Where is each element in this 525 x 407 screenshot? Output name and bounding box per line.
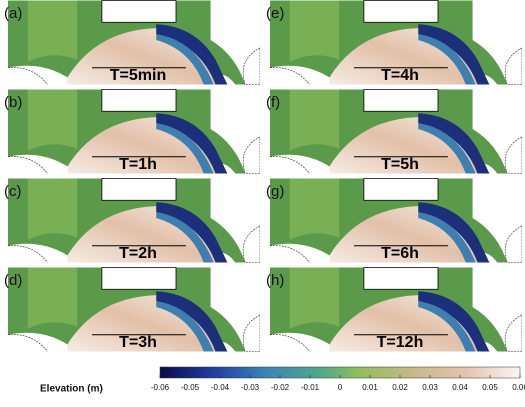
colorbar-tick-label: 0: [338, 383, 343, 392]
colorbar-tick-label: 0.03: [422, 383, 438, 392]
panel-label: (b): [4, 94, 22, 111]
panel-label: (h): [266, 272, 284, 289]
colorbar-tick-label: -0.04: [211, 383, 230, 392]
panel-label: (g): [266, 183, 284, 200]
time-label: T=2h: [119, 245, 157, 262]
colorbar-tick-label: 0.02: [392, 383, 408, 392]
time-label: T=4h: [381, 67, 419, 84]
panel-label: (f): [266, 94, 280, 111]
time-label: T=12h: [377, 334, 424, 351]
panel-label: (e): [266, 5, 284, 22]
colorbar-tick-label: 0.04: [452, 383, 468, 392]
colorbar-tick-label: 0.06: [512, 383, 525, 392]
panel-label: (d): [4, 272, 22, 289]
colorbar-tick-label: -0.03: [241, 383, 260, 392]
colorbar-tick-label: 0.01: [362, 383, 378, 392]
time-label: T=3h: [119, 334, 157, 351]
colorbar-label: Elevation (m): [40, 384, 103, 395]
time-label: T=1h: [119, 156, 157, 173]
time-label: T=5min: [110, 67, 166, 84]
colorbar-tick-label: -0.02: [271, 383, 290, 392]
colorbar-tick-label: 0.05: [482, 383, 498, 392]
time-label: T=5h: [381, 156, 419, 173]
colorbar-tick-label: -0.06: [151, 383, 170, 392]
colorbar-tick-label: -0.01: [301, 383, 320, 392]
figure: Elevation (m) (a) T=5min (b) T=1h (c) T=2h (d)…: [0, 0, 525, 402]
panel-label: (a): [4, 5, 22, 22]
colorbar-tick-label: -0.05: [181, 383, 200, 392]
time-label: T=6h: [381, 245, 419, 262]
panel-label: (c): [4, 183, 22, 200]
